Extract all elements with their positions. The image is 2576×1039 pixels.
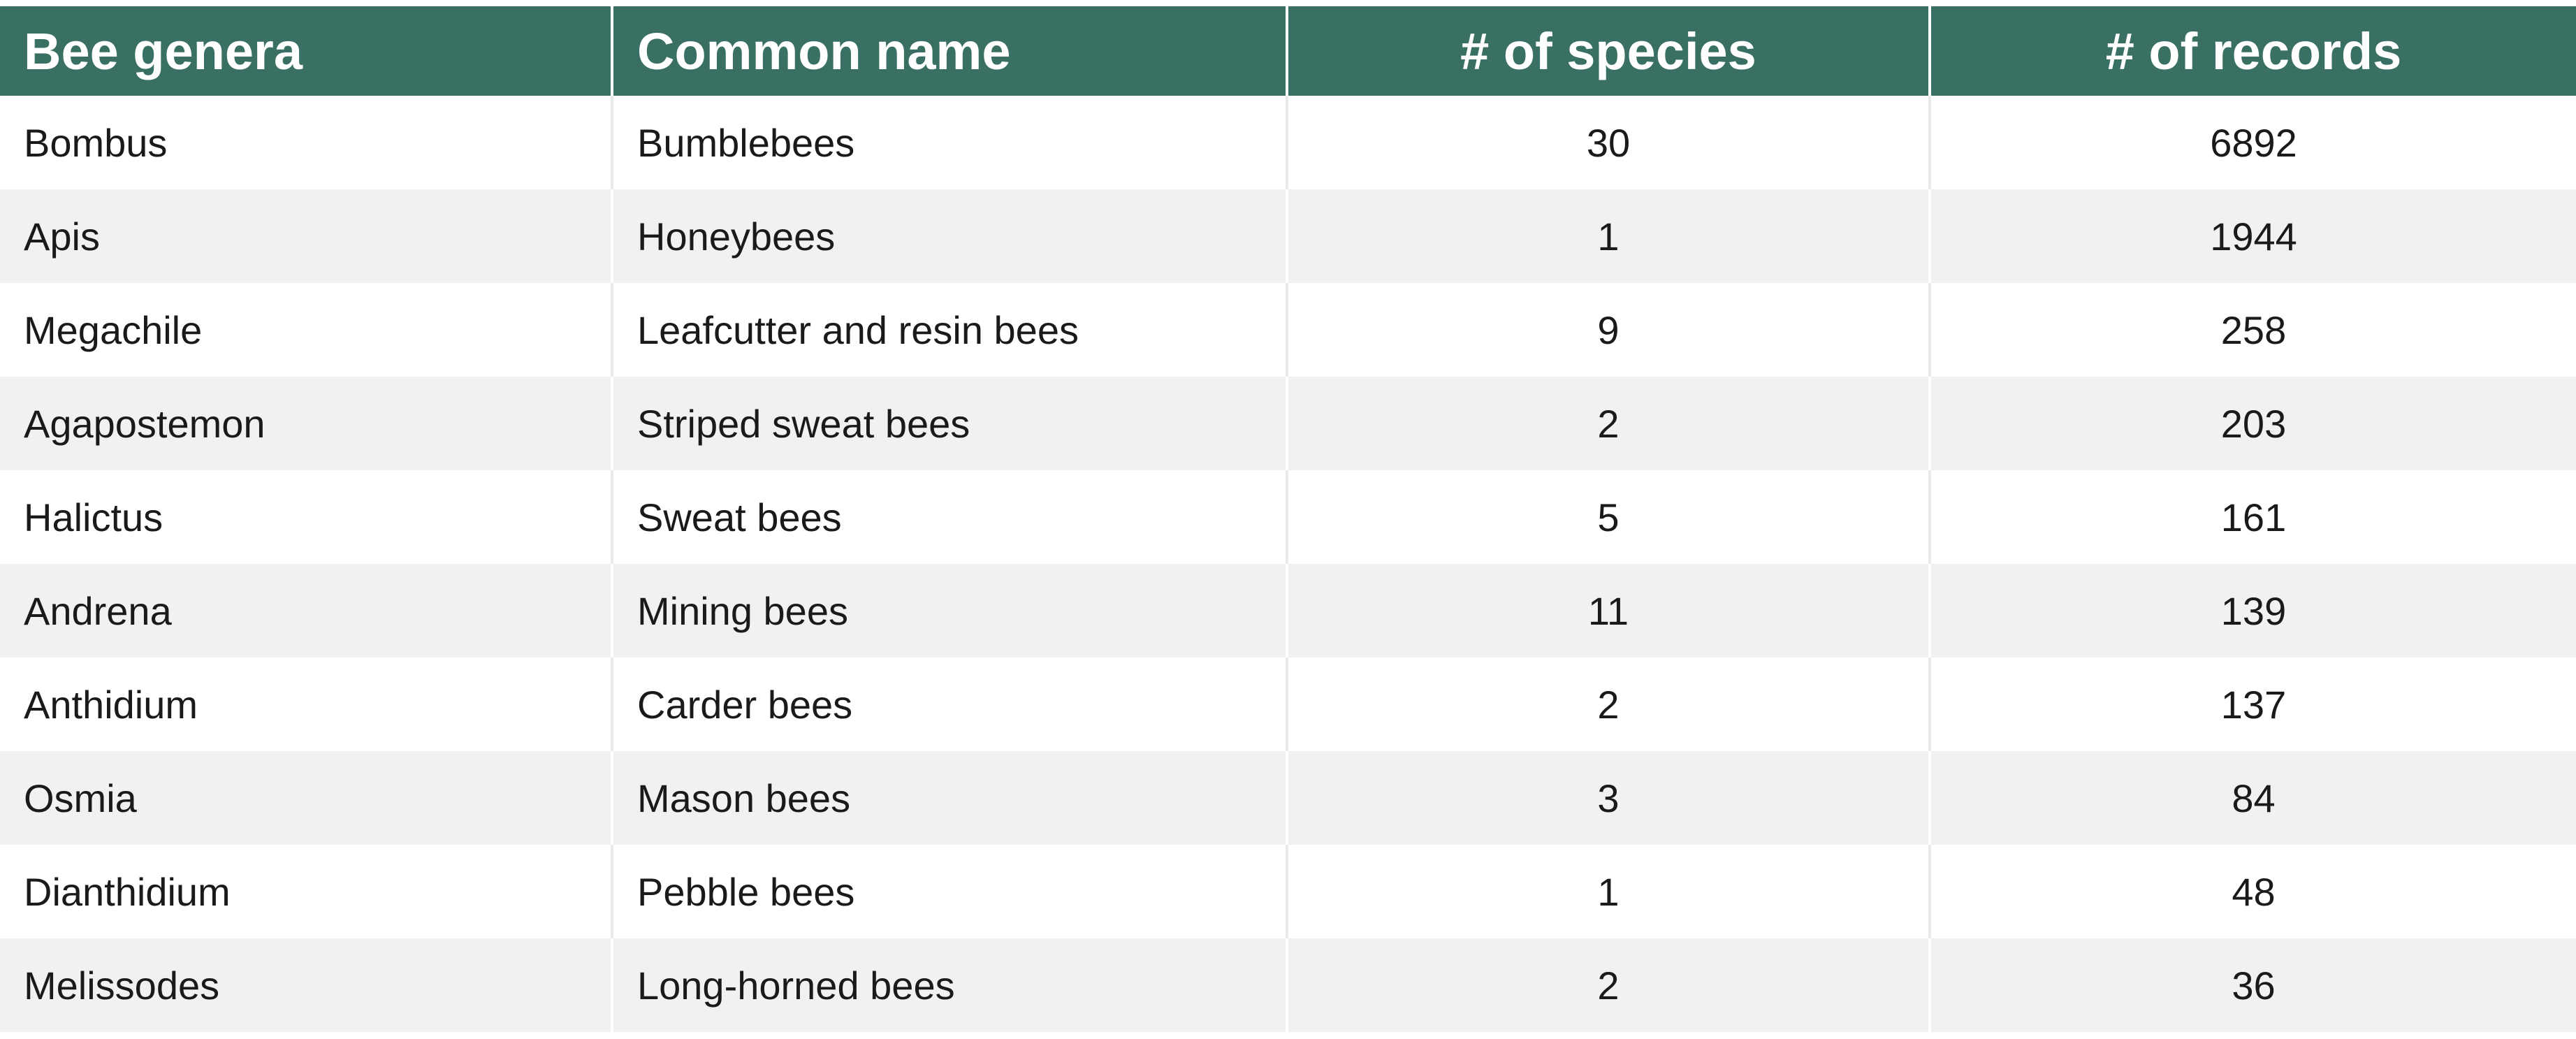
cell-species: 3	[1288, 751, 1931, 845]
table-row: Apis Honeybees 1 1944	[0, 189, 2576, 283]
cell-species: 11	[1288, 564, 1931, 657]
cell-records: 84	[1931, 751, 2576, 845]
cell-common-name: Mining bees	[613, 564, 1288, 657]
bee-genera-table-container: Bee genera Common name # of species # of…	[0, 6, 2576, 1032]
cell-species: 2	[1288, 377, 1931, 470]
cell-common-name: Pebble bees	[613, 845, 1288, 938]
cell-species: 2	[1288, 657, 1931, 751]
table-row: Anthidium Carder bees 2 137	[0, 657, 2576, 751]
cell-common-name: Striped sweat bees	[613, 377, 1288, 470]
cell-records: 48	[1931, 845, 2576, 938]
cell-common-name: Sweat bees	[613, 470, 1288, 564]
cell-species: 1	[1288, 845, 1931, 938]
table-row: Osmia Mason bees 3 84	[0, 751, 2576, 845]
header-records-count[interactable]: # of records	[1931, 6, 2576, 96]
cell-genus: Megachile	[0, 283, 613, 377]
cell-records: 258	[1931, 283, 2576, 377]
cell-common-name: Long-horned bees	[613, 938, 1288, 1032]
cell-records: 6892	[1931, 96, 2576, 189]
header-species-count[interactable]: # of species	[1288, 6, 1931, 96]
cell-records: 161	[1931, 470, 2576, 564]
cell-records: 137	[1931, 657, 2576, 751]
table-body: Bombus Bumblebees 30 6892 Apis Honeybees…	[0, 96, 2576, 1032]
cell-genus: Anthidium	[0, 657, 613, 751]
cell-common-name: Leafcutter and resin bees	[613, 283, 1288, 377]
cell-common-name: Bumblebees	[613, 96, 1288, 189]
cell-common-name: Mason bees	[613, 751, 1288, 845]
table-row: Agapostemon Striped sweat bees 2 203	[0, 377, 2576, 470]
cell-species: 30	[1288, 96, 1931, 189]
table-row: Andrena Mining bees 11 139	[0, 564, 2576, 657]
table-row: Bombus Bumblebees 30 6892	[0, 96, 2576, 189]
cell-genus: Halictus	[0, 470, 613, 564]
cell-records: 36	[1931, 938, 2576, 1032]
cell-genus: Apis	[0, 189, 613, 283]
cell-records: 203	[1931, 377, 2576, 470]
cell-genus: Agapostemon	[0, 377, 613, 470]
header-row: Bee genera Common name # of species # of…	[0, 6, 2576, 96]
cell-common-name: Honeybees	[613, 189, 1288, 283]
cell-species: 5	[1288, 470, 1931, 564]
table-row: Dianthidium Pebble bees 1 48	[0, 845, 2576, 938]
header-bee-genera[interactable]: Bee genera	[0, 6, 613, 96]
table-row: Halictus Sweat bees 5 161	[0, 470, 2576, 564]
cell-genus: Osmia	[0, 751, 613, 845]
cell-species: 9	[1288, 283, 1931, 377]
bee-genera-table: Bee genera Common name # of species # of…	[0, 6, 2576, 1032]
table-header: Bee genera Common name # of species # of…	[0, 6, 2576, 96]
cell-genus: Melissodes	[0, 938, 613, 1032]
cell-genus: Bombus	[0, 96, 613, 189]
cell-genus: Dianthidium	[0, 845, 613, 938]
header-common-name[interactable]: Common name	[613, 6, 1288, 96]
table-row: Melissodes Long-horned bees 2 36	[0, 938, 2576, 1032]
cell-common-name: Carder bees	[613, 657, 1288, 751]
cell-species: 1	[1288, 189, 1931, 283]
table-row: Megachile Leafcutter and resin bees 9 25…	[0, 283, 2576, 377]
cell-records: 139	[1931, 564, 2576, 657]
cell-genus: Andrena	[0, 564, 613, 657]
cell-records: 1944	[1931, 189, 2576, 283]
cell-species: 2	[1288, 938, 1931, 1032]
